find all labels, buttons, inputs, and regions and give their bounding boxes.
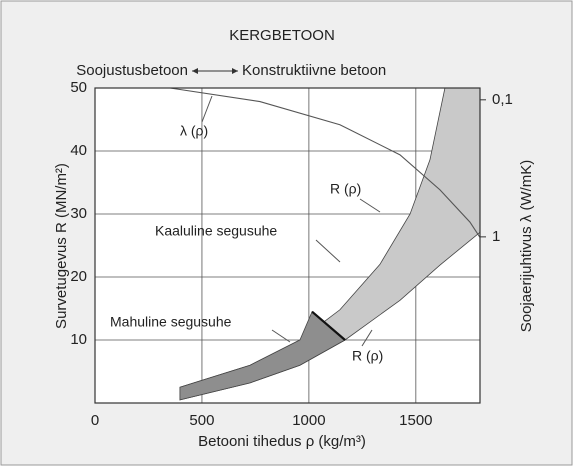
x-axis-label: Betooni tihedus ρ (kg/m³) <box>198 433 366 450</box>
leader-line <box>361 329 373 347</box>
annotation: Mahuline segusuhe <box>110 314 232 330</box>
y2-tick-label: 1 <box>492 228 500 245</box>
annotation: R (ρ) <box>352 348 383 364</box>
subtitle-right: Konstruktiivne betoon <box>242 62 386 79</box>
y2-axis-label: Soojaerijuhtivus λ (W/mK) <box>518 160 535 333</box>
leader-line <box>201 95 213 123</box>
leader-line <box>315 239 341 263</box>
x-tick-label: 1000 <box>292 412 325 429</box>
x-tick-label: 0 <box>91 412 99 429</box>
y2-tick-label: 0,1 <box>492 91 513 108</box>
leader-line <box>271 329 291 343</box>
leader-line <box>359 198 381 213</box>
plot-border <box>94 87 481 404</box>
y-tick-label: 10 <box>70 331 87 348</box>
x-tick-label: 500 <box>189 412 214 429</box>
annotation: R (ρ) <box>330 181 361 197</box>
x-tick-label: 1500 <box>399 412 432 429</box>
y-axis-label: Survetugevus R (MN/m²) <box>53 163 70 329</box>
y-tick-label: 20 <box>70 268 87 285</box>
y-tick-label: 40 <box>70 142 87 159</box>
y-tick-label: 50 <box>70 79 87 96</box>
plot-layer <box>95 87 481 403</box>
annotation: Kaaluline segusuhe <box>155 223 277 239</box>
y-tick-label: 30 <box>70 205 87 222</box>
chart-title: KERGBETOON <box>229 27 335 44</box>
divider <box>311 310 346 341</box>
subtitle-left: Soojustusbetoon <box>76 62 188 79</box>
annotation: λ (ρ) <box>180 123 208 139</box>
line <box>169 87 481 238</box>
